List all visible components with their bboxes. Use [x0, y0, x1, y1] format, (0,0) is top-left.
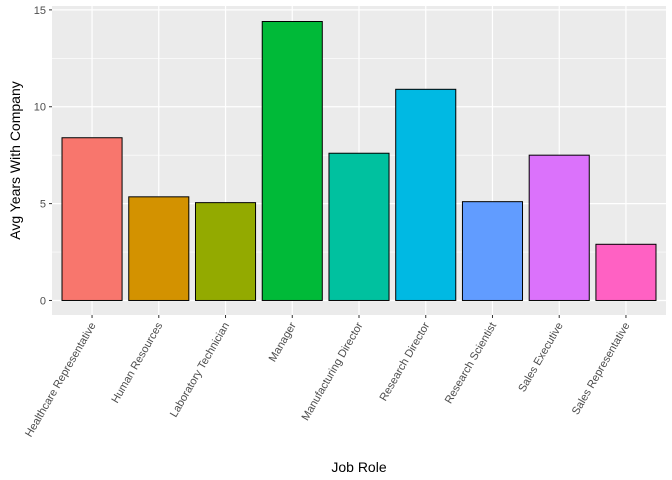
bar	[61, 137, 123, 301]
x-tick-label: Human Resources	[109, 320, 165, 405]
x-axis-ticks: Healthcare Representative Human Resources…	[23, 315, 633, 440]
y-tick-label: 5	[40, 199, 46, 211]
bar	[595, 243, 657, 301]
y-axis-title: Avg Years With Company	[7, 81, 23, 240]
y-tick-label: 0	[40, 295, 46, 307]
x-tick-label: Healthcare Representative	[23, 321, 99, 440]
x-tick-label: Manager	[267, 320, 299, 364]
bar	[528, 154, 590, 301]
y-tick-label: 15	[34, 5, 46, 17]
y-axis-ticks: 0 5 10 15	[34, 5, 52, 307]
bars	[61, 20, 657, 301]
x-axis-title: Job Role	[331, 459, 386, 475]
x-tick-label: Research Scientist	[443, 321, 499, 406]
x-tick-label: Research Director	[378, 320, 433, 403]
bar	[461, 201, 524, 301]
bar	[395, 88, 457, 301]
x-tick-label: Sales Representative	[570, 321, 633, 418]
bar	[128, 196, 190, 301]
x-tick-label: Laboratory Technician	[168, 321, 232, 420]
y-tick-label: 10	[34, 102, 46, 114]
bar	[328, 152, 390, 301]
bar	[261, 20, 323, 301]
x-tick-label: Manufacturing Director	[300, 320, 366, 423]
bar	[194, 202, 257, 301]
x-tick-label: Sales Executive	[516, 321, 566, 395]
